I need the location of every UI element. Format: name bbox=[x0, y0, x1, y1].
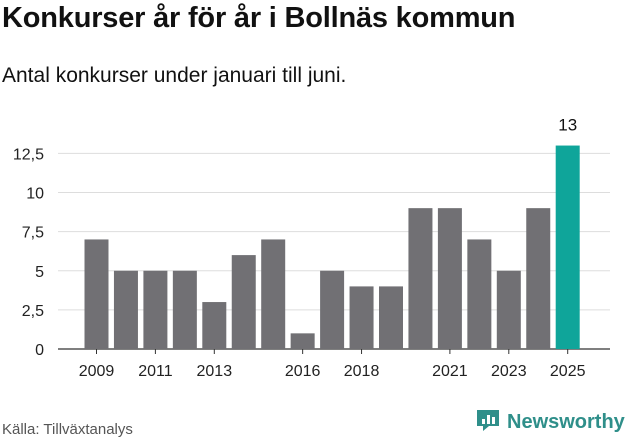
x-tick-label: 2011 bbox=[138, 363, 173, 380]
bar-2009 bbox=[84, 239, 109, 349]
bar-2017 bbox=[320, 270, 345, 349]
x-tick-label: 2018 bbox=[344, 363, 380, 380]
x-tick-label: 2016 bbox=[285, 363, 321, 380]
x-tick-label: 2023 bbox=[491, 363, 527, 380]
x-tick-label: 2009 bbox=[79, 363, 115, 380]
bar-2025 bbox=[555, 145, 580, 349]
y-tick-label: 5 bbox=[35, 264, 44, 281]
bar-2011 bbox=[143, 270, 168, 349]
y-tick-label: 2,5 bbox=[22, 303, 44, 320]
data-labels: 13 bbox=[558, 116, 577, 135]
y-tick-label: 10 bbox=[26, 186, 44, 203]
bar-2023 bbox=[496, 270, 521, 349]
bar-chart-logo-icon bbox=[475, 407, 501, 438]
bar-2021 bbox=[437, 208, 462, 349]
y-tick-label: 7,5 bbox=[22, 225, 44, 242]
data-label: 13 bbox=[558, 116, 577, 135]
page-subtitle: Antal konkurser under januari till juni. bbox=[2, 64, 347, 87]
bar-2019 bbox=[379, 286, 403, 349]
page-title: Konkurser år för år i Bollnäs kommun bbox=[2, 2, 516, 34]
bar-2010 bbox=[113, 270, 138, 349]
x-tick-label: 2013 bbox=[197, 363, 233, 380]
x-axis-ticks: 2009 2011 2013 2016 2018 2021 2023 2025 bbox=[79, 349, 586, 380]
bar-2020 bbox=[408, 208, 433, 349]
brand-logo: Newsworthy bbox=[475, 408, 625, 436]
bar-2013 bbox=[202, 302, 227, 349]
bar-2012 bbox=[172, 270, 197, 349]
bar-2024 bbox=[526, 208, 551, 349]
y-axis-ticks: 0 2,5 5 7,5 10 12,5 bbox=[13, 146, 44, 359]
bars bbox=[84, 145, 580, 349]
y-tick-label: 12,5 bbox=[13, 146, 44, 163]
source-note: Källa: Tillväxtanalys bbox=[2, 421, 133, 438]
bar-2016 bbox=[290, 333, 315, 349]
bar-2014 bbox=[231, 255, 256, 349]
x-tick-label: 2021 bbox=[432, 363, 468, 380]
bar-2018 bbox=[349, 286, 374, 349]
bar-2015 bbox=[261, 239, 286, 349]
brand-name: Newsworthy bbox=[507, 410, 625, 433]
x-tick-label: 2025 bbox=[550, 363, 586, 380]
bar-2022 bbox=[467, 239, 492, 349]
y-tick-label: 0 bbox=[35, 342, 44, 359]
